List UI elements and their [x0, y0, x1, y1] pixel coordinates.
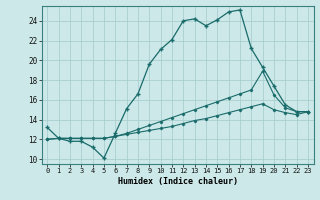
- X-axis label: Humidex (Indice chaleur): Humidex (Indice chaleur): [118, 177, 237, 186]
